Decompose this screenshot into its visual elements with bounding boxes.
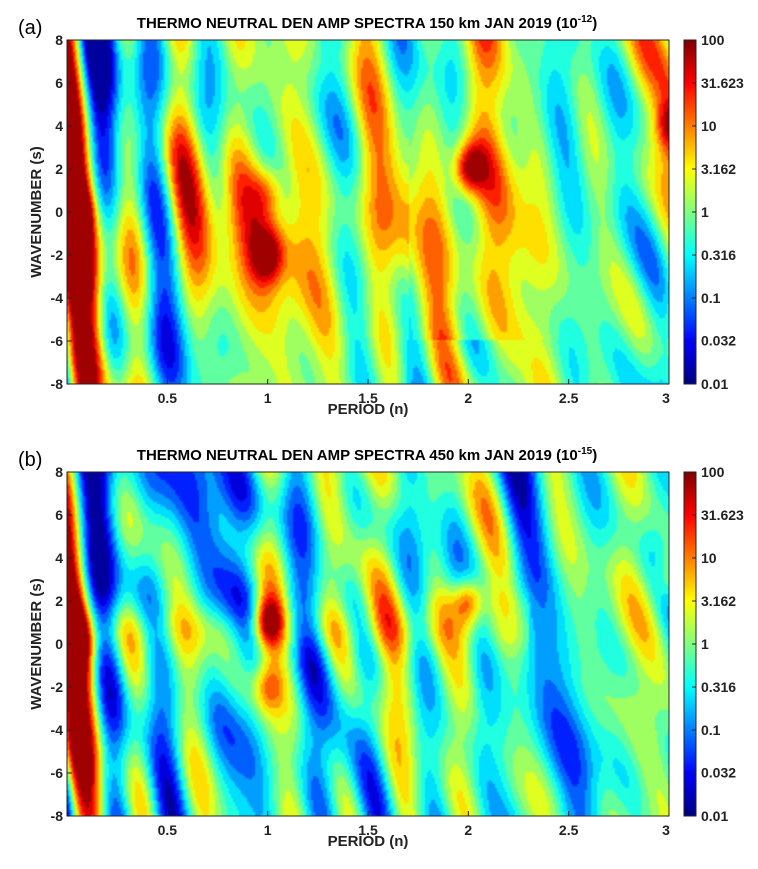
colorbar-tick-label: 3.162 (701, 161, 736, 177)
colorbar-tick-label: 10 (701, 550, 717, 566)
y-axis-label: WAVENUMBER (s) (28, 146, 45, 277)
heatmap-image (67, 472, 669, 816)
x-tick-label: 2 (464, 390, 472, 406)
x-tick-label: 2 (464, 822, 472, 838)
x-tick-label: 2.5 (559, 822, 579, 838)
colorbar-tick-label: 1 (701, 636, 709, 652)
colorbar-tick-label: 100 (701, 464, 725, 480)
chart-title: THERMO NEUTRAL DEN AMP SPECTRA 150 km JA… (137, 14, 597, 32)
y-tick-label: 0 (55, 636, 63, 652)
x-axis-label: PERIOD (n) (328, 401, 409, 418)
axis-ticks: 0.5 1 1.5 2 2.5 3 8 6 4 2 0 -2 -4 -6 -8 (51, 32, 671, 406)
y-tick-label: 6 (55, 507, 63, 523)
x-tick-label: 0.5 (158, 822, 178, 838)
x-tick-label: 0.5 (158, 390, 178, 406)
colorbar-tick-label: 0.1 (701, 290, 721, 306)
y-tick-label: -6 (51, 765, 64, 781)
chart-title-exponent: -15 (578, 446, 593, 457)
y-tick-label: 8 (55, 464, 63, 480)
colorbar-tick-label: 100 (701, 32, 725, 48)
colorbar-tick-label: 0.01 (701, 376, 728, 392)
y-tick-label: 4 (55, 118, 63, 134)
x-tick-label: 1.5 (358, 390, 378, 406)
chart-title-exponent: -12 (578, 14, 593, 25)
x-tick-label: 2.5 (559, 390, 579, 406)
colorbar-tick-label: 0.032 (701, 765, 736, 781)
y-axis-label: WAVENUMBER (s) (28, 578, 45, 709)
colorbar-ticks: 100 31.623 10 3.162 1 0.316 0.1 0.032 0.01 (692, 32, 744, 392)
chart-title-main: THERMO NEUTRAL DEN AMP SPECTRA 150 km JA… (137, 15, 578, 32)
chart-title-suffix: ) (592, 447, 597, 464)
axis-ticks: 0.5 1 1.5 2 2.5 3 8 6 4 2 0 -2 -4 -6 -8 (51, 464, 671, 838)
y-tick-label: -4 (51, 290, 64, 306)
colorbar-tick-label: 0.01 (701, 808, 728, 824)
y-tick-label: -8 (51, 808, 64, 824)
colorbar-tick-label: 31.623 (701, 75, 744, 91)
colorbar-tick-label: 1 (701, 204, 709, 220)
y-tick-label: 8 (55, 32, 63, 48)
chart-panel-a: (a) THERMO NEUTRAL DEN AMP SPECTRA 150 k… (0, 0, 758, 434)
chart-title: THERMO NEUTRAL DEN AMP SPECTRA 450 km JA… (137, 446, 597, 464)
colorbar-tick-label: 0.032 (701, 333, 736, 349)
colorbar-tick-label: 0.316 (701, 247, 736, 263)
chart-panel-b: (b) THERMO NEUTRAL DEN AMP SPECTRA 450 k… (0, 432, 758, 866)
y-tick-label: 6 (55, 75, 63, 91)
chart-b-svg: (b) THERMO NEUTRAL DEN AMP SPECTRA 450 k… (18, 446, 744, 850)
y-tick-label: -2 (51, 247, 64, 263)
x-tick-label: 3 (662, 390, 670, 406)
colorbar-tick-label: 3.162 (701, 593, 736, 609)
y-tick-label: -6 (51, 333, 64, 349)
y-tick-label: 4 (55, 550, 63, 566)
panel-label: (b) (18, 449, 42, 471)
x-tick-label: 3 (662, 822, 670, 838)
x-tick-label: 1 (264, 822, 272, 838)
chart-title-suffix: ) (592, 15, 597, 32)
x-tick-label: 1 (264, 390, 272, 406)
x-tick-label: 1.5 (358, 822, 378, 838)
colorbar-ticks: 100 31.623 10 3.162 1 0.316 0.1 0.032 0.01 (692, 464, 744, 824)
y-tick-label: -2 (51, 679, 64, 695)
y-tick-label: -4 (51, 722, 64, 738)
y-tick-label: -8 (51, 376, 64, 392)
colorbar-tick-label: 0.316 (701, 679, 736, 695)
y-tick-label: 2 (55, 161, 63, 177)
chart-a-svg: (a) THERMO NEUTRAL DEN AMP SPECTRA 150 k… (18, 14, 744, 418)
chart-title-main: THERMO NEUTRAL DEN AMP SPECTRA 450 km JA… (137, 447, 578, 464)
colorbar-tick-label: 31.623 (701, 507, 744, 523)
x-axis-label: PERIOD (n) (328, 833, 409, 850)
panel-label: (a) (18, 17, 42, 39)
colorbar-tick-label: 0.1 (701, 722, 721, 738)
y-tick-label: 2 (55, 593, 63, 609)
heatmap-image (67, 40, 669, 384)
colorbar-tick-label: 10 (701, 118, 717, 134)
y-tick-label: 0 (55, 204, 63, 220)
